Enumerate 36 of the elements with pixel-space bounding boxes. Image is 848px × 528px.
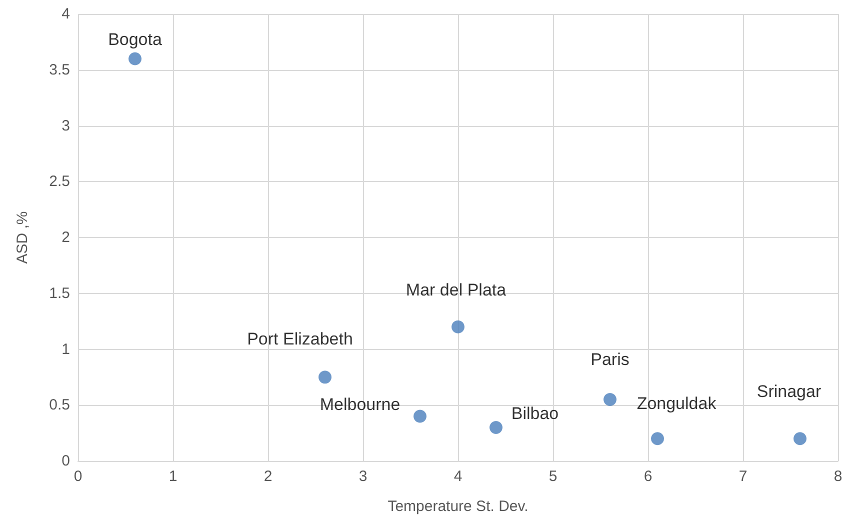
- point: [604, 393, 616, 406]
- annotation: Bilbao: [511, 404, 559, 423]
- x-axis-title: Temperature St. Dev.: [388, 498, 528, 515]
- x-tick-label: 8: [834, 468, 842, 485]
- x-tick-label: 1: [168, 468, 178, 485]
- y-axis-title: ASD ,%: [14, 211, 31, 264]
- y-tick-label: 0: [62, 452, 70, 470]
- y-tick-label: 2.5: [49, 173, 70, 190]
- x-tick-label: 6: [644, 468, 652, 485]
- point: [490, 420, 502, 434]
- x-tick-label: 5: [548, 468, 558, 485]
- point: [414, 410, 426, 423]
- annotation: Port Elizabeth: [247, 330, 353, 349]
- y-tick-label: 3.5: [49, 61, 70, 78]
- x-tick-label: 2: [264, 468, 272, 485]
- annotation: Melbourne: [320, 394, 400, 414]
- x-tick-label: 4: [454, 468, 462, 485]
- y-tick-label: 3: [62, 117, 70, 134]
- x-tick-label: 7: [738, 468, 748, 485]
- y-tick-label: 0.5: [49, 396, 70, 414]
- point: [128, 52, 142, 66]
- y-tick-label: 4: [62, 6, 70, 22]
- annotation: Mar del Plata: [406, 280, 507, 300]
- annotation: Bogota: [108, 30, 162, 50]
- x-tick-label: 0: [74, 468, 82, 485]
- point: [794, 432, 806, 446]
- y-tick-label: 1.5: [49, 284, 70, 302]
- y-tick-label: 2: [62, 229, 70, 246]
- annotation: Srinagar: [756, 382, 822, 402]
- point: [651, 432, 664, 446]
- point: [318, 370, 332, 384]
- point: [452, 320, 464, 334]
- annotation: Zonguldak: [636, 394, 717, 414]
- annotation: Paris: [590, 350, 630, 370]
- x-tick-label: 3: [358, 468, 368, 485]
- y-tick-label: 1: [62, 340, 70, 358]
